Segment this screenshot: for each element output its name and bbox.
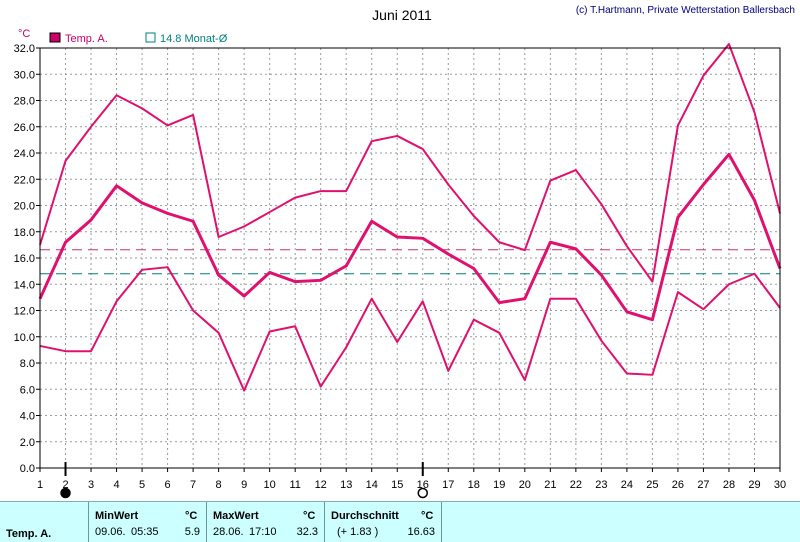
x-tick-label: 13 [340, 479, 352, 491]
y-tick-label: 2.0 [20, 437, 35, 449]
max-cell: MaxWert °C 28.06. 17:10 32.3 [206, 502, 324, 542]
stats-row-label: Temp. A. [6, 528, 52, 540]
y-tick-label: 32.0 [14, 43, 35, 55]
avg-delta: (+ 1.83 ) [337, 526, 379, 538]
series-line-max [39, 43, 781, 283]
x-tick-label: 4 [113, 479, 119, 491]
legend-avg-swatch [145, 32, 156, 43]
x-tick-label: 5 [139, 479, 145, 491]
y-tick-label: 4.0 [20, 411, 35, 423]
y-tick-label: 18.0 [14, 227, 35, 239]
x-tick-label: 1 [37, 479, 43, 491]
x-tick-label: 29 [748, 479, 760, 491]
chart-title: Juni 2011 [372, 7, 432, 23]
x-tick-label: 27 [697, 479, 709, 491]
x-tick-label: 19 [493, 479, 505, 491]
y-tick-label: 0.0 [20, 463, 35, 475]
y-tick-label: 24.0 [14, 148, 35, 160]
temperature-chart: Juni 2011 (c) T.Hartmann, Private Wetter… [14, 5, 795, 499]
min-cell: MinWert °C 09.06. 05:35 5.9 [88, 502, 206, 542]
y-tick-label: 22.0 [14, 174, 35, 186]
y-tick-label: 28.0 [14, 96, 35, 108]
series-lines [38, 43, 782, 392]
series-line-min [39, 266, 781, 392]
legend-series-label: Temp. A. [65, 33, 108, 45]
avg-unit: °C [421, 510, 434, 522]
x-tick-label: 12 [315, 479, 327, 491]
y-tick-label: 26.0 [14, 122, 35, 134]
x-tick-label: 22 [570, 479, 582, 491]
max-time: 17:10 [249, 526, 277, 538]
y-tick-label: 10.0 [14, 332, 35, 344]
y-tick-label: 8.0 [20, 358, 35, 370]
y-tick-label: 16.0 [14, 253, 35, 265]
filled-circle-icon [60, 487, 71, 499]
x-tick-label: 26 [672, 479, 684, 491]
legend-avg-label: 14.8 Monat-Ø [160, 33, 228, 45]
credit-text: (c) T.Hartmann, Private Wetterstation Ba… [576, 5, 795, 16]
max-date: 28.06. [213, 526, 244, 538]
y-tick-label: 12.0 [14, 306, 35, 318]
min-header: MinWert [95, 510, 139, 522]
x-tick-label: 16 [417, 479, 429, 491]
y-tick-label: 6.0 [20, 384, 35, 396]
avg-header: Durchschnitt [331, 510, 399, 522]
x-ticks: 1 2 3 4 5 6 7 8 9 10 11 12 13 14 15 16 17 18 19 20 21 22 23 24 2… [37, 468, 786, 491]
x-tick-label: 18 [468, 479, 480, 491]
x-tick-label: 11 [289, 479, 300, 491]
y-ticks: 0.0 2.0 4.0 6.0 8.0 10.0 12.0 14.0 16.0 18.0 20.0 2… [14, 43, 40, 475]
avg-cell: Durchschnitt °C (+ 1.83 ) 16.63 [324, 502, 442, 542]
x-tick-label: 14 [366, 479, 378, 491]
y-tick-label: 20.0 [14, 201, 35, 213]
x-tick-label: 25 [646, 479, 658, 491]
y-tick-label: 30.0 [14, 69, 35, 81]
min-value: 5.9 [184, 526, 200, 538]
x-tick-label: 8 [216, 479, 222, 491]
x-tick-label: 2 [62, 479, 68, 491]
min-time: 05:35 [131, 526, 159, 538]
y-tick-label: 14.0 [14, 279, 35, 291]
y-axis-unit: °C [18, 28, 30, 40]
plot-frame [39, 47, 781, 469]
max-value: 32.3 [296, 526, 318, 538]
x-tick-label: 3 [88, 479, 94, 491]
min-unit: °C [185, 510, 198, 522]
x-tick-label: 9 [241, 479, 247, 491]
day-markers [60, 462, 429, 499]
x-tick-label: 30 [774, 479, 786, 491]
max-unit: °C [303, 510, 316, 522]
x-tick-label: 7 [190, 479, 196, 491]
x-tick-label: 24 [621, 479, 633, 491]
series-line-mean [38, 152, 782, 322]
max-header: MaxWert [213, 510, 259, 522]
statistics-bar: Temp. A. MinWert °C 09.06. 05:35 5.9 Max… [0, 501, 800, 542]
legend-series-swatch [49, 32, 61, 43]
x-tick-label: 15 [391, 479, 403, 491]
x-tick-label: 28 [723, 479, 735, 491]
min-date: 09.06. [95, 526, 126, 538]
x-tick-label: 21 [544, 479, 556, 491]
x-tick-label: 20 [519, 479, 531, 491]
open-circle-icon [417, 487, 429, 499]
avg-value: 16.63 [407, 526, 435, 538]
x-tick-label: 6 [165, 479, 171, 491]
x-tick-label: 10 [264, 479, 276, 491]
x-tick-label: 23 [595, 479, 607, 491]
x-tick-label: 17 [442, 479, 454, 491]
